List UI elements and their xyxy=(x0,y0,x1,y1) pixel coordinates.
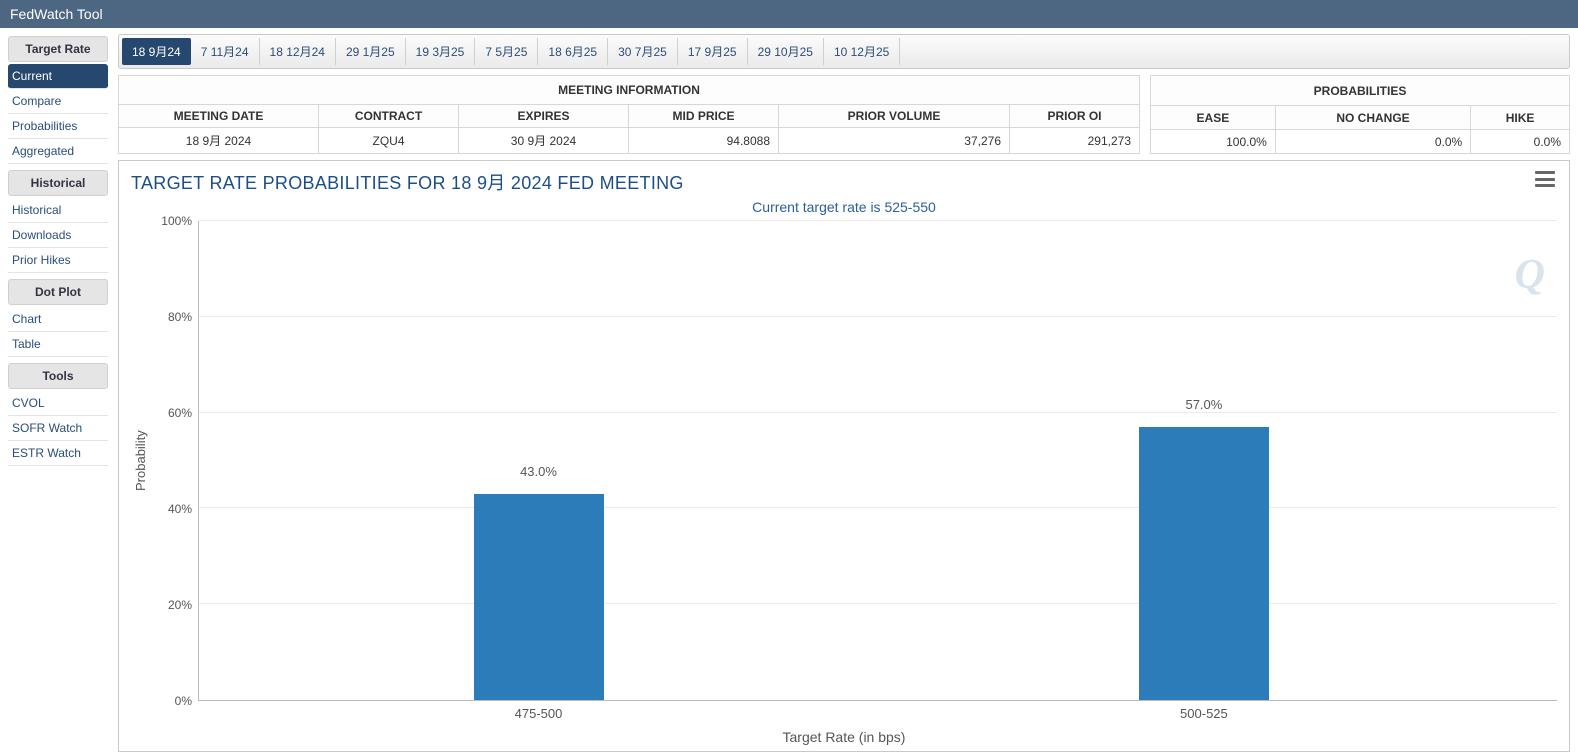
probabilities-table: PROBABILITIES EASE NO CHANGE HIKE 100.0%… xyxy=(1150,75,1570,154)
chart-title: TARGET RATE PROBABILITIES FOR 18 9月 2024… xyxy=(131,169,1557,195)
gridline xyxy=(199,220,1557,221)
date-tab[interactable]: 18 9月24 xyxy=(122,38,191,65)
sidebar-item-compare[interactable]: Compare xyxy=(8,89,108,114)
gridline xyxy=(199,412,1557,413)
date-tabs-strip: 18 9月247 11月2418 12月2429 1月2519 3月257 5月… xyxy=(118,34,1570,69)
y-tick-label: 60% xyxy=(168,406,192,420)
sidebar-item-chart[interactable]: Chart xyxy=(8,307,108,332)
sidebar-item-cvol[interactable]: CVOL xyxy=(8,391,108,416)
cell-prior-oi: 291,273 xyxy=(1010,128,1140,154)
sidebar-item-aggregated[interactable]: Aggregated xyxy=(8,139,108,164)
col-expires: EXPIRES xyxy=(459,105,629,128)
sidebar-item-current[interactable]: Current xyxy=(8,64,108,89)
cell-meeting-date: 18 9月 2024 xyxy=(119,128,319,154)
sidebar-item-estr-watch[interactable]: ESTR Watch xyxy=(8,441,108,466)
date-tab[interactable]: 29 10月25 xyxy=(748,38,824,65)
x-tick-label: 475-500 xyxy=(474,700,604,721)
probabilities-title: PROBABILITIES xyxy=(1151,76,1570,106)
chart-bar[interactable] xyxy=(474,494,604,700)
cell-ease: 100.0% xyxy=(1151,130,1276,154)
col-mid-price: MID PRICE xyxy=(629,105,779,128)
sidebar-item-table[interactable]: Table xyxy=(8,332,108,357)
y-tick-label: 0% xyxy=(175,694,192,708)
date-tab[interactable]: 10 12月25 xyxy=(824,38,900,65)
info-tables-row: MEETING INFORMATION MEETING DATE CONTRAC… xyxy=(118,75,1570,154)
y-tick-label: 40% xyxy=(168,502,192,516)
bar-value-label: 57.0% xyxy=(1139,397,1269,412)
sidebar-item-prior-hikes[interactable]: Prior Hikes xyxy=(8,248,108,273)
sidebar-group-header[interactable]: Target Rate xyxy=(8,36,108,62)
date-tab[interactable]: 7 5月25 xyxy=(475,38,538,65)
sidebar-item-sofr-watch[interactable]: SOFR Watch xyxy=(8,416,108,441)
sidebar-item-probabilities[interactable]: Probabilities xyxy=(8,114,108,139)
app-title: FedWatch Tool xyxy=(10,6,103,22)
sidebar-item-downloads[interactable]: Downloads xyxy=(8,223,108,248)
gridline xyxy=(199,603,1557,604)
col-prior-oi: PRIOR OI xyxy=(1010,105,1140,128)
cell-no-change: 0.0% xyxy=(1275,130,1470,154)
gridline xyxy=(199,316,1557,317)
col-prior-volume: PRIOR VOLUME xyxy=(779,105,1010,128)
x-tick-label: 500-525 xyxy=(1139,700,1269,721)
chart-menu-icon[interactable] xyxy=(1535,171,1555,187)
sidebar: Target RateCurrentCompareProbabilitiesAg… xyxy=(0,28,112,752)
bar-value-label: 43.0% xyxy=(474,464,604,479)
meeting-info-title: MEETING INFORMATION xyxy=(119,76,1140,105)
date-tab[interactable]: 17 9月25 xyxy=(678,38,748,65)
gridline xyxy=(199,507,1557,508)
y-tick-label: 80% xyxy=(168,310,192,324)
date-tab[interactable]: 18 6月25 xyxy=(538,38,608,65)
chart-bar[interactable] xyxy=(1139,427,1269,700)
page-body: Target RateCurrentCompareProbabilitiesAg… xyxy=(0,28,1578,752)
y-axis-title: Probability xyxy=(131,221,150,701)
date-tab[interactable]: 7 11月24 xyxy=(191,38,260,65)
top-bar: FedWatch Tool xyxy=(0,0,1578,28)
sidebar-group-header[interactable]: Historical xyxy=(8,170,108,196)
y-tick-label: 100% xyxy=(161,214,192,228)
chart-card: TARGET RATE PROBABILITIES FOR 18 9月 2024… xyxy=(118,160,1570,752)
cell-expires: 30 9月 2024 xyxy=(459,128,629,154)
sidebar-group-header[interactable]: Tools xyxy=(8,363,108,389)
date-tab[interactable]: 30 7月25 xyxy=(608,38,678,65)
date-tab[interactable]: 18 12月24 xyxy=(260,38,336,65)
plot-area: Q 43.0%475-50057.0%500-525 xyxy=(198,221,1557,701)
chart-watermark: Q xyxy=(1515,251,1545,299)
x-axis-title: Target Rate (in bps) xyxy=(131,729,1557,745)
date-tab[interactable]: 19 3月25 xyxy=(406,38,476,65)
table-row: 100.0% 0.0% 0.0% xyxy=(1151,130,1570,154)
date-tab[interactable]: 29 1月25 xyxy=(336,38,406,65)
col-contract: CONTRACT xyxy=(319,105,459,128)
cell-mid-price: 94.8088 xyxy=(629,128,779,154)
cell-hike: 0.0% xyxy=(1471,130,1570,154)
cell-contract: ZQU4 xyxy=(319,128,459,154)
main-area: 18 9月247 11月2418 12月2429 1月2519 3月257 5月… xyxy=(112,28,1578,752)
col-hike: HIKE xyxy=(1471,106,1570,130)
plot-wrap: Probability 0%20%40%60%80%100% Q 43.0%47… xyxy=(131,221,1557,701)
col-ease: EASE xyxy=(1151,106,1276,130)
y-tick-label: 20% xyxy=(168,598,192,612)
table-row: 18 9月 2024 ZQU4 30 9月 2024 94.8088 37,27… xyxy=(119,128,1140,154)
cell-prior-volume: 37,276 xyxy=(779,128,1010,154)
sidebar-group-header[interactable]: Dot Plot xyxy=(8,279,108,305)
meeting-info-table: MEETING INFORMATION MEETING DATE CONTRAC… xyxy=(118,75,1140,154)
sidebar-item-historical[interactable]: Historical xyxy=(8,198,108,223)
y-axis-ticks: 0%20%40%60%80%100% xyxy=(150,221,198,701)
col-no-change: NO CHANGE xyxy=(1275,106,1470,130)
col-meeting-date: MEETING DATE xyxy=(119,105,319,128)
chart-subtitle: Current target rate is 525-550 xyxy=(131,199,1557,215)
